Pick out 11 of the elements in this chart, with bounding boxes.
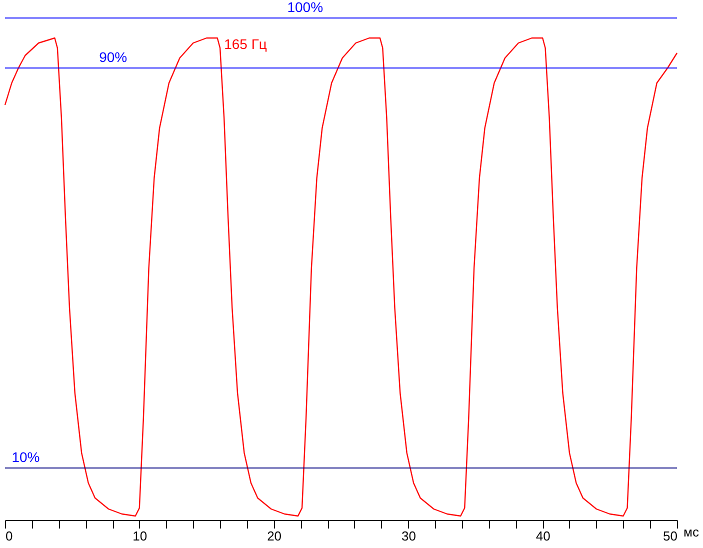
x-tick-label: 50 xyxy=(663,528,678,544)
ref-line-label: 10% xyxy=(12,449,40,465)
annotation: 165 Гц xyxy=(224,36,267,52)
x-tick-label: 30 xyxy=(401,528,416,544)
x-tick-label: 0 xyxy=(6,528,13,544)
x-tick-label: 20 xyxy=(267,528,282,544)
x-tick-label: 10 xyxy=(132,528,148,544)
x-axis-title: мс xyxy=(684,524,700,540)
x-tick-label: 40 xyxy=(536,528,550,544)
ref-line-label: 100% xyxy=(287,0,324,15)
ref-line-label: 90% xyxy=(99,49,128,65)
